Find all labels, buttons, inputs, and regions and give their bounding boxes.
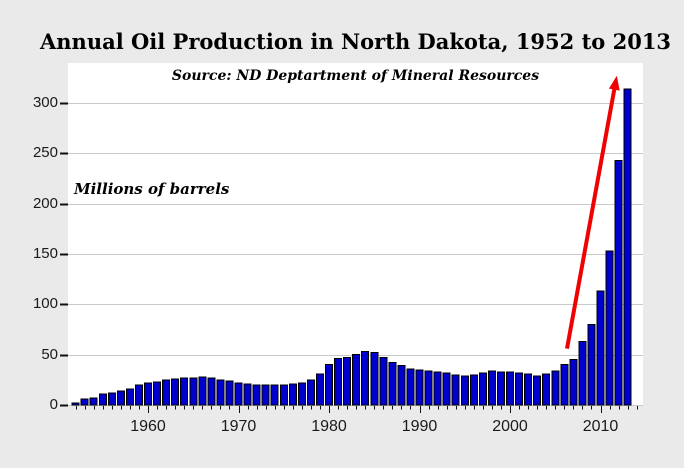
bar-1957 (116, 390, 125, 406)
bar-1977 (297, 382, 306, 406)
bar-1970 (234, 382, 243, 406)
bar-2007 (569, 359, 578, 406)
bar-1999 (497, 371, 505, 406)
bar-1986 (379, 357, 388, 406)
bar-2006 (560, 364, 569, 406)
bar-2001 (515, 372, 524, 406)
bar-2013 (623, 88, 632, 406)
bar-1991 (424, 370, 433, 406)
bar-2008 (578, 341, 587, 406)
bar-2012 (614, 159, 623, 406)
bar-1996 (469, 374, 478, 406)
bar-1990 (415, 369, 424, 406)
bar-1972 (252, 384, 261, 406)
bar-1973 (261, 384, 270, 406)
bar-1954 (89, 397, 98, 406)
x-tick-label-1980: 1980 (311, 418, 347, 435)
bar-1967 (207, 377, 216, 406)
bar-1961 (153, 381, 162, 406)
bar-2003 (533, 375, 542, 406)
bar-2009 (587, 324, 596, 406)
y-tick-label-200: 200 (32, 194, 58, 212)
bar-1992 (433, 371, 442, 406)
chart-title: Annual Oil Production in North Dakota, 1… (40, 29, 672, 54)
bar-1959 (134, 384, 143, 406)
bar-1995 (460, 375, 469, 406)
bar-1988 (397, 365, 406, 406)
bar-1971 (243, 383, 252, 406)
y-tick-label-150: 150 (32, 245, 58, 262)
bar-1994 (451, 374, 460, 406)
bar-1963 (171, 378, 180, 406)
bar-1962 (162, 379, 171, 406)
source-note: Source: ND Deptartment of Mineral Resour… (171, 68, 540, 84)
bar-1952 (71, 402, 80, 406)
bar-1966 (198, 376, 207, 406)
bar-1976 (288, 383, 297, 406)
plot-background (68, 63, 643, 405)
bar-1982 (343, 357, 352, 406)
bar-1974 (270, 384, 279, 406)
x-tick-label-1960: 1960 (130, 418, 166, 435)
bar-2011 (605, 250, 614, 406)
x-tick-label-1990: 1990 (401, 418, 438, 435)
trend-arrow-shaft (565, 86, 617, 349)
bar-2002 (524, 373, 533, 406)
bar-1955 (98, 393, 107, 406)
bar-1989 (406, 368, 415, 406)
bar-2010 (596, 290, 605, 406)
bar-1985 (370, 352, 379, 406)
bar-2005 (551, 370, 560, 406)
bar-1998 (487, 370, 496, 406)
x-tick-label-1970: 1970 (220, 418, 257, 435)
bar-1993 (442, 372, 451, 406)
bar-1984 (361, 351, 370, 406)
trend-arrow-head (608, 75, 620, 91)
bar-1980 (325, 364, 333, 406)
y-tick-label-300: 300 (32, 94, 58, 111)
x-tick-label-2000: 2000 (492, 418, 528, 435)
y-tick-label-100: 100 (32, 295, 58, 313)
y-tick-label-250: 250 (32, 144, 58, 162)
bar-1981 (334, 358, 343, 406)
bar-1979 (316, 373, 324, 406)
bar-2004 (542, 373, 551, 406)
y-tick-label-0: 0 (49, 396, 58, 413)
bar-1987 (388, 362, 397, 406)
bar-1960 (144, 382, 152, 406)
bar-1964 (180, 377, 189, 406)
bar-1969 (225, 380, 234, 406)
bar-1965 (189, 377, 198, 406)
bar-1997 (478, 372, 487, 406)
bar-1978 (306, 379, 315, 406)
bar-1958 (125, 388, 134, 406)
bar-1953 (80, 398, 89, 406)
bar-1956 (107, 392, 116, 406)
bar-1983 (352, 354, 361, 406)
y-axis-note: Millions of barrels (74, 180, 230, 198)
bar-2000 (506, 371, 514, 406)
x-tick-label-2010: 2010 (582, 418, 619, 435)
bar-1975 (279, 384, 288, 406)
y-tick-label-50: 50 (41, 345, 58, 363)
bar-1968 (216, 379, 225, 406)
